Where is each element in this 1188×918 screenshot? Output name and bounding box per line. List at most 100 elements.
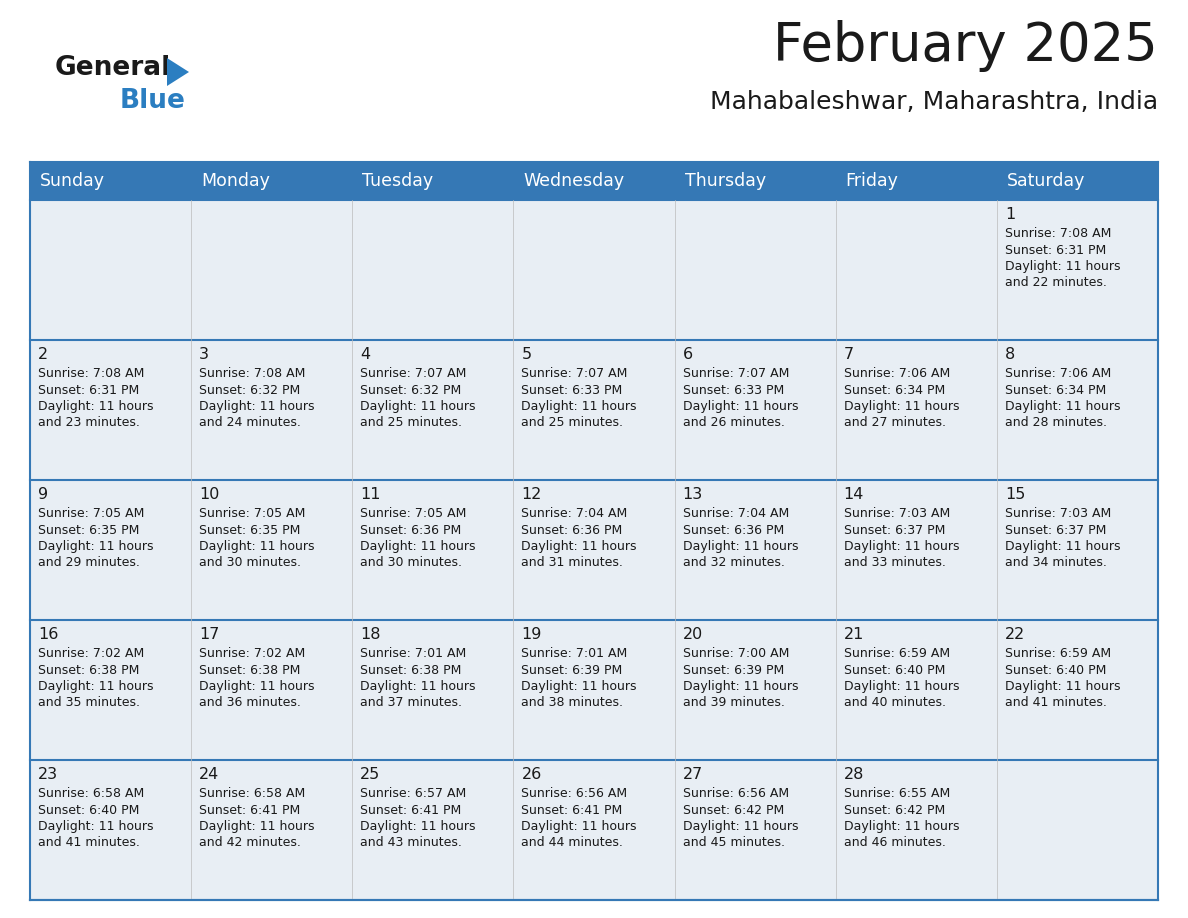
Text: and 25 minutes.: and 25 minutes. — [360, 417, 462, 430]
Text: Wednesday: Wednesday — [524, 172, 625, 190]
Text: Sunset: 6:34 PM: Sunset: 6:34 PM — [1005, 384, 1106, 397]
Bar — [513, 480, 675, 620]
Text: 26: 26 — [522, 767, 542, 782]
Text: and 23 minutes.: and 23 minutes. — [38, 417, 140, 430]
Text: Sunset: 6:35 PM: Sunset: 6:35 PM — [200, 523, 301, 536]
Text: Sunset: 6:32 PM: Sunset: 6:32 PM — [360, 384, 461, 397]
Text: 9: 9 — [38, 487, 49, 502]
Text: Daylight: 11 hours: Daylight: 11 hours — [1005, 260, 1120, 273]
Bar — [191, 480, 353, 620]
Text: Daylight: 11 hours: Daylight: 11 hours — [38, 680, 153, 693]
Text: Sunday: Sunday — [40, 172, 105, 190]
Text: 4: 4 — [360, 347, 371, 362]
Text: Daylight: 11 hours: Daylight: 11 hours — [843, 820, 959, 833]
Text: and 30 minutes.: and 30 minutes. — [200, 556, 301, 569]
Text: 3: 3 — [200, 347, 209, 362]
Bar — [835, 340, 997, 480]
Text: Friday: Friday — [846, 172, 898, 190]
Text: Sunset: 6:33 PM: Sunset: 6:33 PM — [683, 384, 784, 397]
Bar — [675, 760, 835, 900]
Text: Sunrise: 7:06 AM: Sunrise: 7:06 AM — [1005, 367, 1111, 380]
Text: Daylight: 11 hours: Daylight: 11 hours — [38, 540, 153, 553]
Text: and 42 minutes.: and 42 minutes. — [200, 836, 301, 849]
Text: Daylight: 11 hours: Daylight: 11 hours — [683, 820, 798, 833]
Text: Sunset: 6:40 PM: Sunset: 6:40 PM — [38, 803, 139, 816]
Text: 5: 5 — [522, 347, 531, 362]
Text: 23: 23 — [38, 767, 58, 782]
Text: Sunset: 6:38 PM: Sunset: 6:38 PM — [360, 664, 462, 677]
Text: Blue: Blue — [120, 88, 185, 114]
Text: Sunrise: 7:05 AM: Sunrise: 7:05 AM — [360, 507, 467, 520]
Text: Sunrise: 6:59 AM: Sunrise: 6:59 AM — [1005, 647, 1111, 660]
Text: Sunrise: 7:04 AM: Sunrise: 7:04 AM — [522, 507, 627, 520]
Bar — [191, 200, 353, 340]
Text: 10: 10 — [200, 487, 220, 502]
Text: 6: 6 — [683, 347, 693, 362]
Text: Daylight: 11 hours: Daylight: 11 hours — [200, 680, 315, 693]
Bar — [675, 480, 835, 620]
Bar — [835, 760, 997, 900]
Text: Daylight: 11 hours: Daylight: 11 hours — [200, 400, 315, 413]
Text: Sunset: 6:33 PM: Sunset: 6:33 PM — [522, 384, 623, 397]
Text: Sunrise: 7:02 AM: Sunrise: 7:02 AM — [38, 647, 144, 660]
Text: and 31 minutes.: and 31 minutes. — [522, 556, 624, 569]
Bar — [513, 340, 675, 480]
Text: and 38 minutes.: and 38 minutes. — [522, 697, 624, 710]
Text: Sunset: 6:35 PM: Sunset: 6:35 PM — [38, 523, 139, 536]
Bar — [30, 480, 191, 620]
Text: Sunrise: 7:05 AM: Sunrise: 7:05 AM — [200, 507, 305, 520]
Text: and 35 minutes.: and 35 minutes. — [38, 697, 140, 710]
Text: 17: 17 — [200, 627, 220, 642]
Text: Sunset: 6:31 PM: Sunset: 6:31 PM — [1005, 243, 1106, 256]
Text: 14: 14 — [843, 487, 864, 502]
Text: Daylight: 11 hours: Daylight: 11 hours — [38, 820, 153, 833]
Polygon shape — [168, 58, 189, 86]
Text: 8: 8 — [1005, 347, 1015, 362]
Text: 28: 28 — [843, 767, 864, 782]
Bar — [835, 620, 997, 760]
Text: 19: 19 — [522, 627, 542, 642]
Text: Daylight: 11 hours: Daylight: 11 hours — [360, 820, 475, 833]
Text: and 32 minutes.: and 32 minutes. — [683, 556, 784, 569]
Bar — [675, 200, 835, 340]
Bar — [191, 340, 353, 480]
Text: Daylight: 11 hours: Daylight: 11 hours — [843, 540, 959, 553]
Text: 13: 13 — [683, 487, 703, 502]
Text: and 30 minutes.: and 30 minutes. — [360, 556, 462, 569]
Text: 27: 27 — [683, 767, 703, 782]
Text: Daylight: 11 hours: Daylight: 11 hours — [200, 820, 315, 833]
Text: Daylight: 11 hours: Daylight: 11 hours — [683, 400, 798, 413]
Text: Daylight: 11 hours: Daylight: 11 hours — [522, 540, 637, 553]
Bar — [30, 620, 191, 760]
Text: Monday: Monday — [201, 172, 270, 190]
Text: Sunrise: 7:07 AM: Sunrise: 7:07 AM — [683, 367, 789, 380]
Bar — [30, 760, 191, 900]
Text: Daylight: 11 hours: Daylight: 11 hours — [1005, 540, 1120, 553]
Text: Sunset: 6:40 PM: Sunset: 6:40 PM — [843, 664, 946, 677]
Text: Sunrise: 7:05 AM: Sunrise: 7:05 AM — [38, 507, 145, 520]
Bar — [997, 760, 1158, 900]
Bar — [513, 620, 675, 760]
Bar — [191, 620, 353, 760]
Bar — [997, 200, 1158, 340]
Text: Sunrise: 6:56 AM: Sunrise: 6:56 AM — [522, 787, 627, 800]
Text: Sunrise: 7:01 AM: Sunrise: 7:01 AM — [522, 647, 627, 660]
Text: Daylight: 11 hours: Daylight: 11 hours — [683, 680, 798, 693]
Text: Sunset: 6:37 PM: Sunset: 6:37 PM — [1005, 523, 1106, 536]
Text: and 41 minutes.: and 41 minutes. — [38, 836, 140, 849]
Text: Sunrise: 7:08 AM: Sunrise: 7:08 AM — [200, 367, 305, 380]
Text: and 36 minutes.: and 36 minutes. — [200, 697, 301, 710]
Bar — [997, 620, 1158, 760]
Text: 12: 12 — [522, 487, 542, 502]
Text: Sunrise: 6:58 AM: Sunrise: 6:58 AM — [200, 787, 305, 800]
Text: Sunset: 6:41 PM: Sunset: 6:41 PM — [200, 803, 301, 816]
Text: Sunrise: 7:06 AM: Sunrise: 7:06 AM — [843, 367, 950, 380]
Text: Daylight: 11 hours: Daylight: 11 hours — [360, 680, 475, 693]
Text: Daylight: 11 hours: Daylight: 11 hours — [522, 400, 637, 413]
Text: Sunrise: 7:07 AM: Sunrise: 7:07 AM — [522, 367, 627, 380]
Text: Sunset: 6:36 PM: Sunset: 6:36 PM — [522, 523, 623, 536]
Text: Sunrise: 7:08 AM: Sunrise: 7:08 AM — [38, 367, 145, 380]
Text: 24: 24 — [200, 767, 220, 782]
Text: and 25 minutes.: and 25 minutes. — [522, 417, 624, 430]
Text: Sunset: 6:34 PM: Sunset: 6:34 PM — [843, 384, 944, 397]
